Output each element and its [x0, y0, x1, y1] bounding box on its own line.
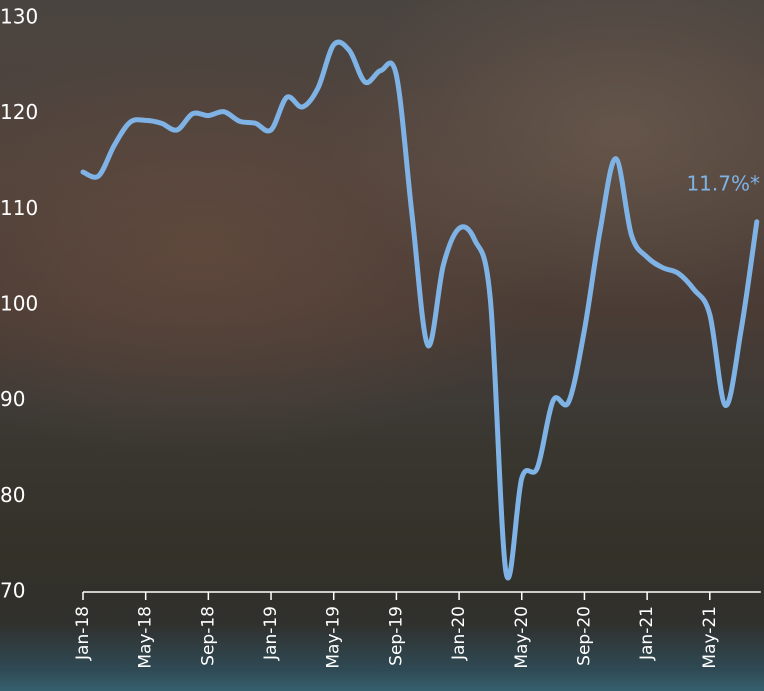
x-tick-label: Jan-20	[449, 606, 469, 661]
x-tick-label: Jan-19	[261, 606, 281, 661]
y-tick-label: 120	[0, 100, 38, 124]
x-tick-label: Jan-21	[637, 606, 657, 661]
annotation: 11.7%*	[686, 172, 760, 196]
x-tick-label: May-19	[324, 606, 344, 669]
y-tick-label: 80	[0, 483, 25, 507]
x-tick-label: Sep-19	[386, 606, 406, 666]
chart: 11.7%* 70 80 90 100 110 120 130 Jan-18 May-18 Sep…	[0, 0, 764, 691]
y-tick-label: 70	[0, 579, 25, 603]
chart-background: 11.7%* 70 80 90 100 110 120 130 Jan-18 May-18 Sep…	[0, 0, 764, 691]
x-tick-label: Jan-18	[73, 606, 93, 661]
x-tick-label: May-21	[700, 606, 720, 669]
y-tick-label: 130	[0, 5, 38, 29]
x-tick-label: Sep-20	[574, 606, 594, 666]
x-tick-label: Sep-18	[198, 606, 218, 666]
y-tick-label: 100	[0, 292, 38, 316]
x-tick-label: May-20	[512, 606, 532, 669]
x-tick-label: May-18	[136, 606, 156, 669]
y-tick-label: 90	[0, 387, 25, 411]
y-tick-label: 110	[0, 196, 38, 220]
data-line	[83, 42, 757, 578]
